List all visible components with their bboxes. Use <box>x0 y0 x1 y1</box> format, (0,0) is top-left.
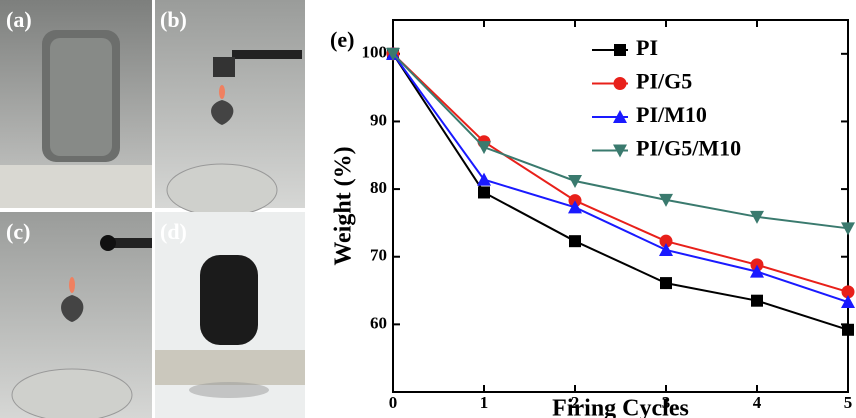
marker <box>568 200 582 214</box>
legend-label: PI/G5/M10 <box>636 136 741 161</box>
marker <box>477 141 491 155</box>
y-axis-label: Weight (%) <box>331 146 357 265</box>
panel-label: (b) <box>160 7 187 32</box>
x-axis-label: Firing Cycles <box>552 396 689 418</box>
marker <box>841 222 855 236</box>
marker <box>750 264 764 278</box>
marker <box>841 285 855 299</box>
panel-label: (d) <box>160 219 187 244</box>
y-tick-label: 100 <box>362 43 388 62</box>
marker <box>659 242 673 256</box>
marker <box>659 193 673 207</box>
photo-d <box>155 212 305 418</box>
marker <box>659 234 673 248</box>
marker <box>386 47 400 61</box>
x-tick-label: 4 <box>753 393 762 412</box>
marker <box>613 144 627 158</box>
y-tick-label: 70 <box>370 246 387 265</box>
marker <box>842 323 854 336</box>
marker <box>569 235 581 248</box>
marker <box>750 210 764 224</box>
series-line <box>392 53 849 331</box>
marker <box>568 174 582 188</box>
y-tick-label: 80 <box>370 178 387 197</box>
legend-label: PI <box>636 35 658 60</box>
series-line <box>392 53 849 230</box>
x-tick-label: 0 <box>389 393 398 412</box>
legend-label: PI/G5 <box>636 69 692 94</box>
photo-b <box>155 0 305 217</box>
x-tick-label: 1 <box>480 393 489 412</box>
y-tick-label: 60 <box>370 313 387 332</box>
photo-a <box>0 0 152 208</box>
panel-label: (c) <box>6 219 30 244</box>
x-tick-label: 3 <box>662 393 671 412</box>
series-line <box>392 53 849 303</box>
panel-label: (a) <box>6 7 32 32</box>
marker <box>841 295 855 309</box>
series-line <box>392 53 849 293</box>
plot-frame <box>392 19 849 393</box>
marker <box>614 44 626 56</box>
legend-label: PI/M10 <box>636 102 707 127</box>
marker <box>660 277 672 290</box>
y-tick-label: 90 <box>370 110 387 129</box>
marker <box>613 110 627 123</box>
x-tick-label: 5 <box>844 393 853 412</box>
photo-c <box>0 212 152 418</box>
marker <box>478 186 490 199</box>
marker <box>751 294 763 307</box>
marker <box>477 172 491 186</box>
panel-label: (e) <box>330 27 354 52</box>
x-tick-label: 2 <box>571 393 580 412</box>
marker <box>613 77 627 90</box>
